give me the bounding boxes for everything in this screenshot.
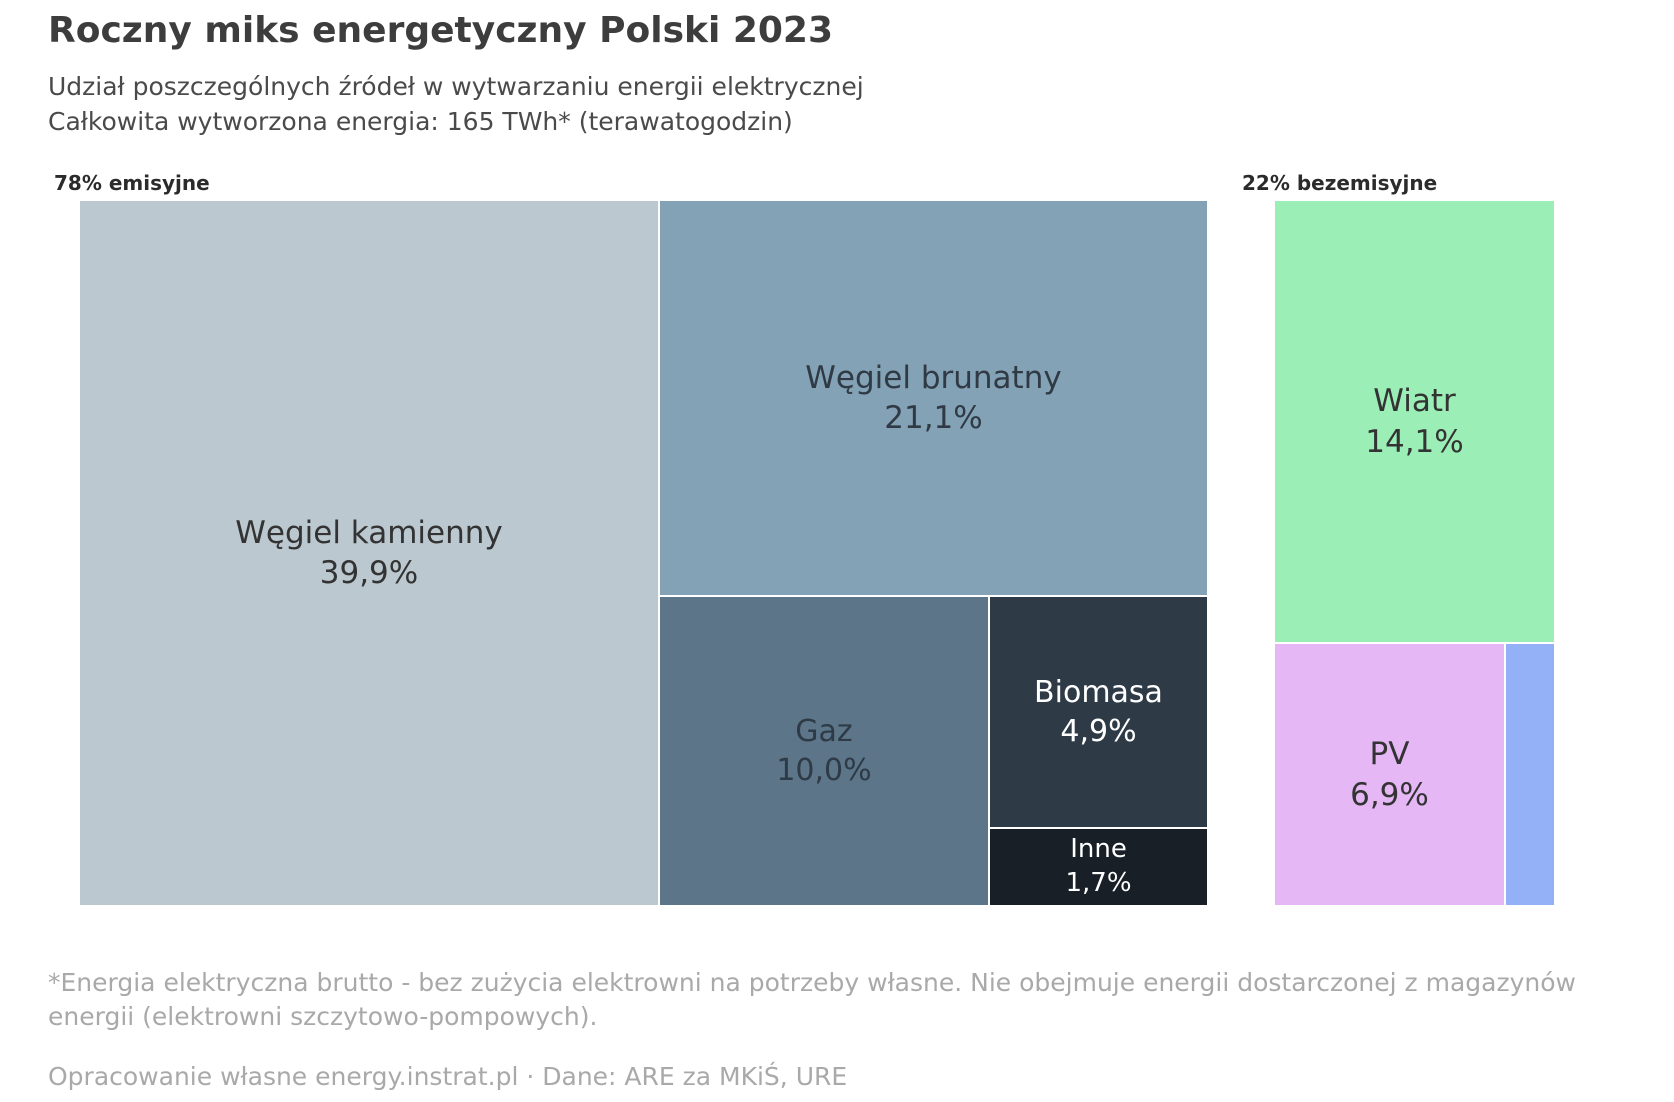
chart-subtitle-2: Całkowita wytworzona energia: 165 TWh* (… [48,107,793,136]
footnote: *Energia elektryczna brutto - bez zużyci… [48,968,1576,1031]
cell-value: 14,1% [1365,423,1464,460]
cell-label: Biomasa [1034,675,1163,710]
chart-title: Roczny miks energetyczny Polski 2023 [48,10,834,51]
group-label-emissive: 78% emisyjne [54,171,210,195]
cell-label: Gaz [795,714,853,749]
cell-label: Węgiel brunatny [805,359,1062,396]
cell-value: 39,9% [319,555,419,591]
cell-value: 6,9% [1350,776,1429,813]
cell-value: 4,9% [1060,714,1137,749]
source-credit: Opracowanie własne energy.instrat.pl · D… [48,1062,848,1091]
cell-biomass: Biomasa 4,9% [989,596,1208,828]
group-label-zero-emission: 22% bezemisyjne [1242,171,1438,195]
cell-pv: PV 6,9% [1274,643,1505,906]
cell-label: Wiatr [1373,383,1456,420]
cell-hard-coal: Węgiel kamienny 39,9% [79,200,659,906]
cell-gas: Gaz 10,0% [659,596,989,906]
cell-value: 10,0% [776,753,872,788]
cell-label: PV [1369,736,1410,773]
cell-lignite: Węgiel brunatny 21,1% [659,200,1208,596]
cell-wind: Wiatr 14,1% [1274,200,1555,643]
cell-value: 1,7% [1065,868,1132,898]
cell-label: Węgiel kamienny [235,514,503,551]
cell-value: 21,1% [884,400,983,436]
cell-label: Inne [1070,834,1127,865]
cell-other: Inne 1,7% [989,828,1208,906]
cell-other-zero-emission [1505,643,1555,906]
chart-subtitle-1: Udział poszczególnych źródeł w wytwarzan… [48,72,864,101]
